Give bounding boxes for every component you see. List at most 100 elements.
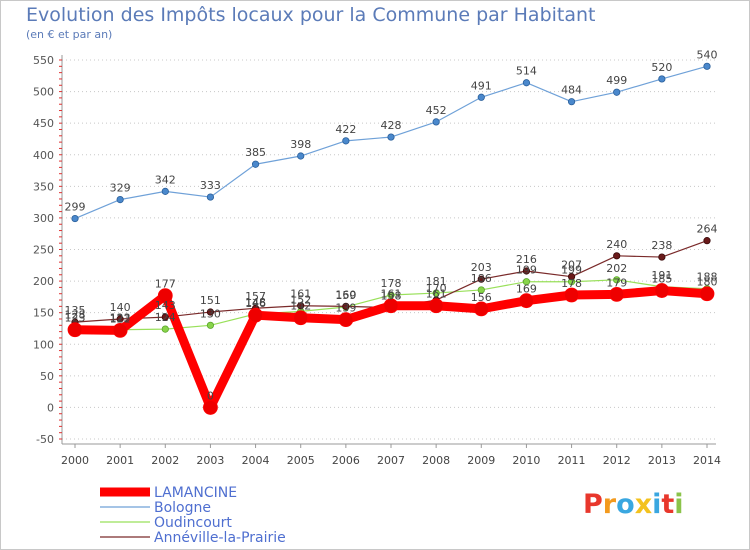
- y-tick-label: 0: [47, 401, 54, 414]
- x-tick-label: 2011: [558, 454, 586, 467]
- data-label: 428: [381, 119, 402, 132]
- data-label: 161: [290, 288, 311, 301]
- data-point: [161, 325, 169, 333]
- data-label: 128: [65, 309, 86, 322]
- legend: LAMANCINEBologneOudincourtAnnéville-la-P…: [100, 485, 286, 546]
- data-label: 123: [110, 312, 131, 325]
- data-label: 130: [200, 307, 221, 320]
- x-tick-label: 2005: [287, 454, 315, 467]
- data-label: 216: [516, 253, 537, 266]
- data-label: 157: [245, 290, 266, 303]
- legend-label: Oudincourt: [154, 515, 232, 531]
- data-label: 159: [335, 289, 356, 302]
- legend-label: Bologne: [154, 500, 211, 516]
- data-label: 329: [110, 182, 131, 195]
- data-label: 385: [245, 146, 266, 159]
- x-tick-label: 2002: [151, 454, 179, 467]
- x-tick-label: 2010: [512, 454, 540, 467]
- data-label: 140: [110, 301, 131, 314]
- y-tick-label: 50: [40, 370, 54, 383]
- logo-letter: t: [661, 489, 675, 520]
- data-point: [116, 195, 124, 204]
- y-tick-label: 100: [33, 338, 54, 351]
- logo-letter: o: [616, 489, 635, 520]
- data-point: [519, 293, 534, 309]
- data-label: 484: [561, 84, 582, 97]
- chart-subtitle: (en € et par an): [26, 28, 113, 41]
- data-point: [703, 62, 711, 70]
- data-label: 135: [65, 304, 86, 317]
- y-tick-label: 550: [33, 54, 54, 67]
- proxiti-logo: Proxiti: [583, 489, 684, 520]
- data-label: 148: [245, 296, 266, 309]
- data-label: 491: [471, 79, 492, 92]
- x-tick-label: 2003: [196, 454, 224, 467]
- y-tick-label: 300: [33, 212, 54, 225]
- logo-letter: i: [652, 489, 662, 520]
- data-label: 142: [290, 300, 311, 313]
- y-tick-label: 400: [33, 149, 54, 162]
- x-tick-label: 2013: [648, 454, 676, 467]
- x-tick-label: 2007: [377, 454, 405, 467]
- y-tick-label: 200: [33, 275, 54, 288]
- data-label: 207: [561, 259, 582, 272]
- data-point: [248, 307, 263, 323]
- data-label: 151: [200, 294, 221, 307]
- data-label: 161: [426, 288, 447, 301]
- data-point: [206, 193, 215, 201]
- x-tick-label: 2000: [61, 454, 89, 467]
- data-label: 191: [651, 269, 672, 282]
- data-point: [477, 93, 485, 101]
- data-point: [613, 88, 621, 96]
- logo-letter: x: [634, 489, 653, 520]
- legend-label: Annéville-la-Prairie: [154, 530, 286, 546]
- data-label: 180: [697, 276, 718, 289]
- data-point: [112, 322, 128, 338]
- data-label: 123: [65, 312, 86, 325]
- data-label: 520: [651, 61, 672, 74]
- chart-title: Evolution des Impôts locaux pour la Comm…: [26, 4, 596, 26]
- data-label: 161: [381, 288, 402, 301]
- x-tick-label: 2001: [106, 454, 134, 467]
- logo-letter: P: [583, 489, 603, 520]
- data-point: [432, 289, 440, 297]
- data-point: [116, 315, 124, 323]
- data-label: 299: [65, 201, 86, 214]
- data-point: [342, 302, 350, 310]
- data-point: [703, 237, 711, 245]
- data-label: 452: [426, 104, 447, 117]
- data-label: 188: [697, 271, 718, 284]
- data-label: 143: [155, 299, 176, 312]
- data-label: 178: [381, 277, 402, 290]
- data-label: 499: [606, 74, 627, 87]
- data-point: [477, 275, 485, 283]
- data-point: [251, 160, 260, 168]
- data-label: 181: [426, 275, 447, 288]
- data-label: 264: [697, 223, 718, 236]
- data-label: 202: [606, 262, 627, 275]
- data-point: [564, 287, 579, 303]
- data-label: 179: [606, 276, 627, 289]
- data-point: [699, 286, 715, 302]
- data-point: [613, 252, 621, 260]
- data-point: [157, 288, 173, 304]
- y-tick-label: 250: [33, 244, 54, 257]
- data-point: [658, 253, 666, 261]
- data-point: [383, 298, 399, 314]
- logo-letter: r: [602, 489, 617, 520]
- data-point: [293, 310, 309, 326]
- axes: -50 0 50 100 150 200 250 300 350 400 450 500 550 2000…: [33, 54, 721, 467]
- data-point: [387, 133, 395, 141]
- data-label: 122: [110, 312, 131, 325]
- data-point: [342, 137, 350, 145]
- y-tick-label: 500: [33, 86, 54, 99]
- x-tick-label: 2012: [603, 454, 631, 467]
- data-label: 186: [471, 272, 492, 285]
- y-tick-label: -50: [36, 433, 54, 446]
- data-point: [297, 152, 305, 160]
- data-point: [206, 308, 215, 316]
- data-label: 178: [561, 277, 582, 290]
- data-label: 514: [516, 65, 537, 78]
- grid-lines: [62, 59, 716, 440]
